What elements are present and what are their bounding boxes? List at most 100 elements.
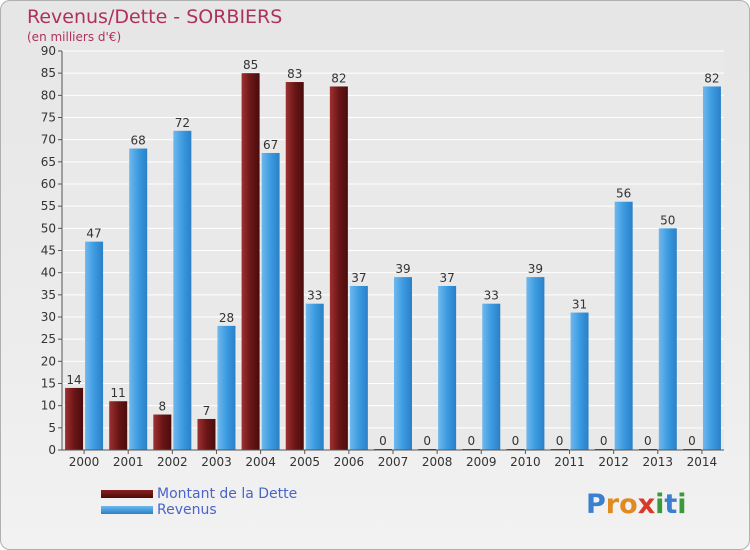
logo-letter: o: [619, 489, 638, 520]
y-tick-label: 20: [41, 354, 56, 368]
bar-revenus: [349, 285, 368, 450]
legend-label-revenus: Revenus: [157, 502, 217, 518]
bar-dette: [153, 414, 172, 450]
data-label-dette: 11: [111, 386, 126, 400]
data-label-dette: 0: [688, 434, 696, 448]
bar-revenus: [658, 228, 677, 450]
legend-swatch-revenus: [101, 506, 153, 514]
data-label-dette: 83: [287, 67, 302, 81]
y-tick-label: 50: [41, 221, 56, 235]
data-label-revenus: 47: [86, 227, 101, 241]
x-tick-label: 2011: [554, 455, 585, 469]
bar-dette: [65, 387, 84, 450]
data-label-dette: 0: [423, 434, 431, 448]
data-label-dette: 0: [379, 434, 387, 448]
y-tick-label: 30: [41, 310, 56, 324]
data-label-revenus: 50: [660, 213, 675, 227]
x-tick-label: 2003: [201, 455, 232, 469]
x-tick-label: 2007: [378, 455, 409, 469]
legend-label-debt: Montant de la Dette: [157, 486, 298, 502]
y-tick-label: 40: [41, 266, 56, 280]
bar-dette: [197, 418, 216, 450]
bar-revenus: [173, 130, 192, 451]
bar-revenus: [438, 285, 457, 450]
data-label-dette: 14: [66, 373, 81, 387]
data-label-revenus: 33: [484, 289, 499, 303]
y-tick-label: 60: [41, 177, 56, 191]
y-tick-label: 65: [41, 155, 56, 169]
data-label-dette: 82: [331, 71, 346, 85]
x-tick-label: 2002: [157, 455, 188, 469]
x-tick-label: 2009: [466, 455, 497, 469]
legend-swatch-debt: [101, 490, 153, 498]
data-label-dette: 8: [159, 400, 167, 414]
legend-item-debt: Montant de la Dette: [101, 486, 361, 503]
x-tick-label: 2013: [643, 455, 674, 469]
data-label-dette: 0: [644, 434, 652, 448]
bar-revenus: [394, 277, 412, 450]
chart-subtitle: (en milliers d'€): [27, 30, 122, 44]
data-label-revenus: 72: [175, 116, 190, 130]
y-tick-label: 5: [48, 421, 56, 435]
x-tick-label: 2014: [687, 455, 718, 469]
bar-revenus: [129, 148, 148, 451]
y-tick-label: 70: [41, 133, 56, 147]
bar-revenus: [570, 312, 589, 450]
logo-letter: i: [655, 489, 665, 520]
proxiti-logo: Proxiti: [586, 489, 687, 520]
logo-letter: t: [664, 489, 678, 520]
data-label-dette: 7: [203, 404, 211, 418]
y-tick-label: 75: [41, 111, 56, 125]
bar-revenus: [305, 303, 324, 450]
y-tick-label: 90: [41, 44, 56, 58]
data-label-revenus: 37: [351, 271, 366, 285]
x-tick-label: 2010: [510, 455, 541, 469]
bar-dette: [329, 86, 348, 450]
legend: Montant de la Dette Revenus: [101, 486, 361, 519]
data-label-dette: 0: [600, 434, 608, 448]
bar-dette: [109, 401, 128, 450]
data-label-dette: 0: [512, 434, 520, 448]
bar-revenus: [261, 152, 280, 450]
data-label-revenus: 67: [263, 138, 278, 152]
data-label-revenus: 33: [307, 289, 322, 303]
logo-letter: i: [677, 489, 687, 520]
chart-title: Revenus/Dette - SORBIERS: [27, 6, 283, 28]
y-tick-label: 55: [41, 199, 56, 213]
data-label-revenus: 28: [219, 311, 234, 325]
data-label-revenus: 31: [572, 298, 587, 312]
y-tick-label: 0: [48, 443, 56, 457]
x-tick-label: 2006: [334, 455, 365, 469]
y-tick-label: 35: [41, 288, 56, 302]
data-label-revenus: 39: [395, 262, 410, 276]
data-label-revenus: 37: [439, 271, 454, 285]
x-tick-label: 2005: [289, 455, 320, 469]
bar-revenus: [526, 277, 545, 450]
data-label-dette: 0: [556, 434, 564, 448]
bar-dette: [285, 82, 304, 451]
data-label-revenus: 82: [704, 71, 719, 85]
y-tick-label: 80: [41, 88, 56, 102]
data-label-dette: 85: [243, 58, 258, 72]
x-tick-label: 2004: [245, 455, 276, 469]
data-label-revenus: 56: [616, 187, 631, 201]
data-label-revenus: 39: [528, 262, 543, 276]
y-tick-label: 15: [41, 377, 56, 391]
legend-item-revenus: Revenus: [101, 502, 361, 519]
bar-revenus: [217, 325, 236, 450]
y-tick-label: 85: [41, 66, 56, 80]
bar-revenus: [702, 86, 721, 450]
logo-letter: x: [637, 489, 656, 520]
x-tick-label: 2001: [113, 455, 144, 469]
x-tick-label: 2000: [69, 455, 100, 469]
bar-revenus: [85, 241, 104, 450]
x-tick-label: 2008: [422, 455, 453, 469]
y-tick-label: 10: [41, 399, 56, 413]
logo-letter: r: [605, 489, 620, 520]
y-tick-label: 25: [41, 332, 56, 346]
bar-revenus: [482, 303, 501, 450]
data-label-dette: 0: [467, 434, 475, 448]
bar-dette: [241, 73, 260, 451]
